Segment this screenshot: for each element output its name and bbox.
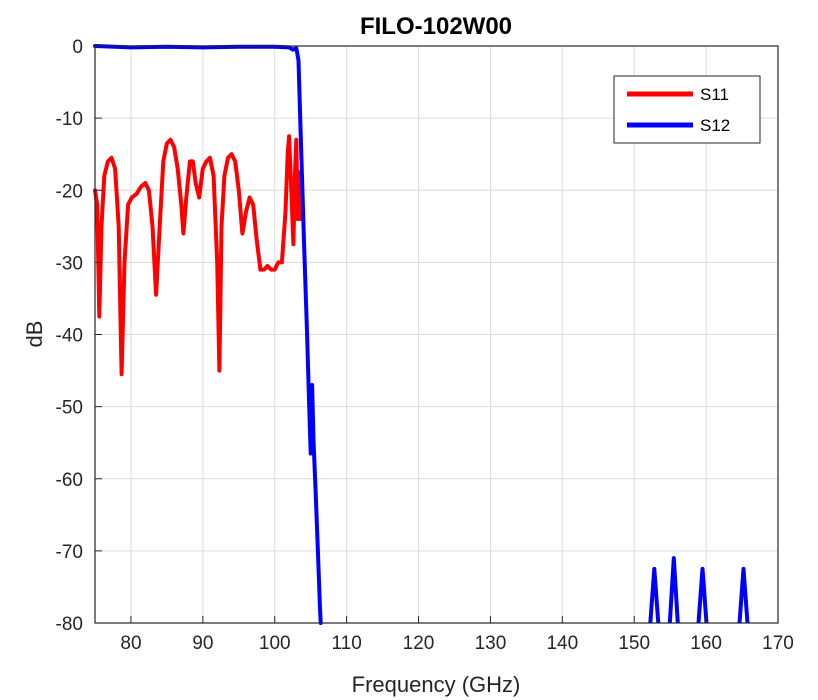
series-line-s11 xyxy=(93,134,303,377)
y-tick-label: -80 xyxy=(56,614,83,635)
y-tick-label: -40 xyxy=(56,326,83,347)
y-tick-label: -60 xyxy=(56,470,83,491)
series-spike-s12 xyxy=(667,556,680,624)
x-tick-label: 110 xyxy=(331,633,361,654)
x-tick-label: 130 xyxy=(475,633,507,654)
x-tick-label: 90 xyxy=(192,633,213,654)
x-tick-label: 120 xyxy=(403,633,435,654)
y-tick-label: -10 xyxy=(56,109,83,130)
legend-label-s11: S11 xyxy=(700,85,729,104)
x-tick-label: 140 xyxy=(546,633,578,654)
y-tick-label: -50 xyxy=(56,398,83,419)
series-layer xyxy=(93,44,750,625)
legend-label-s12: S12 xyxy=(700,116,730,135)
legend: S11 S12 xyxy=(613,75,761,144)
y-tick-label: -70 xyxy=(56,542,83,563)
legend-box xyxy=(613,75,761,144)
x-tick-label: 170 xyxy=(762,633,794,654)
series-spike-s12 xyxy=(696,566,709,624)
series-line-s12 xyxy=(93,44,323,625)
x-tick-label: 80 xyxy=(120,633,141,654)
series-spike-s12 xyxy=(648,566,661,624)
chart-title: FILO-102W00 xyxy=(360,13,512,40)
y-tick-label: -30 xyxy=(56,253,83,274)
tick-labels: 80 90 100 110 120 130 140 150 160 170 0 -10 -20 -30 -4… xyxy=(56,37,794,654)
y-axis-label: dB xyxy=(22,321,47,348)
x-tick-label: 160 xyxy=(690,633,722,654)
x-tick-label: 150 xyxy=(618,633,650,654)
x-axis-label: Frequency (GHz) xyxy=(352,672,521,697)
series-spike-s12 xyxy=(737,566,750,624)
y-tick-label: 0 xyxy=(72,37,83,58)
y-tick-label: -20 xyxy=(56,181,83,202)
x-tick-label: 100 xyxy=(259,633,291,654)
